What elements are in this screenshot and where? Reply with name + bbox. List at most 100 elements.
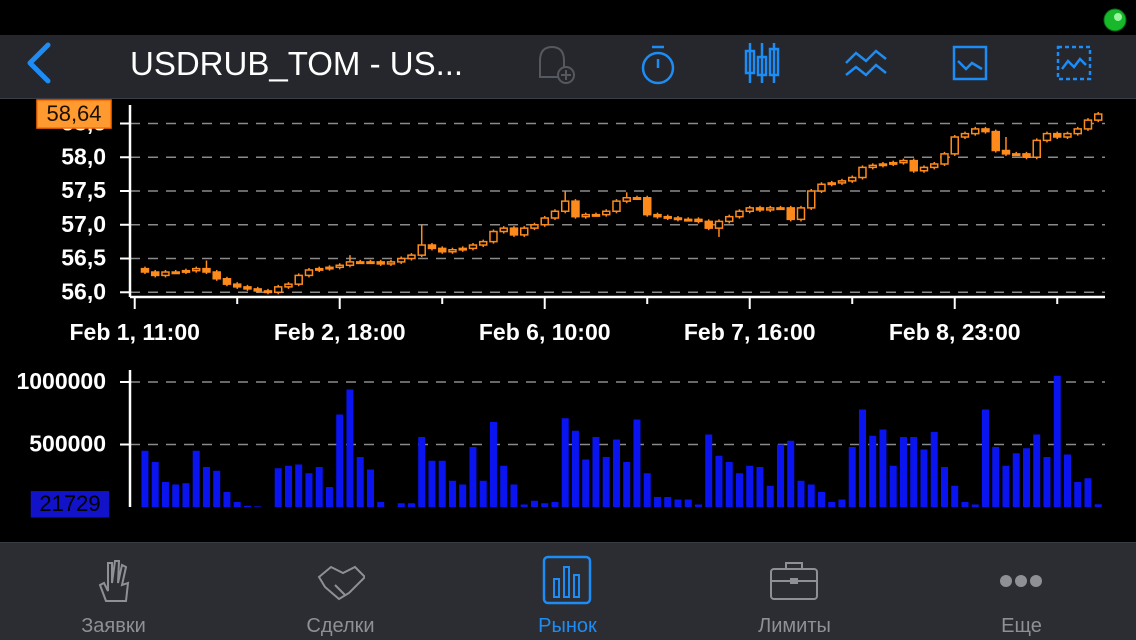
candle-body [622,197,631,202]
volume-bar [428,460,436,507]
volume-bar [192,450,200,507]
candle-body [335,264,344,269]
alert-icon[interactable] [539,45,575,84]
volume-bar [858,409,866,507]
candle-body [755,207,765,211]
candle-body [694,218,703,223]
volume-bar [469,447,477,507]
volume-bar [295,464,303,507]
volume-bar [172,484,180,507]
candle-body [786,207,795,221]
candle-body [355,261,365,265]
volume-bar [910,437,918,507]
candle-body [396,257,406,263]
candle-body [776,207,785,211]
candle-body [735,210,744,218]
volume-bar [735,473,743,507]
y-tick-label: 500000 [29,431,106,457]
tab[interactable]: Заявки [0,543,227,640]
volume-bar [940,467,948,507]
tab-icon [98,560,130,602]
current-volume-badge [29,489,111,520]
volume-bar [479,480,487,507]
volume-bar [848,447,856,507]
candle-body [929,163,939,169]
volume-bar [1063,454,1071,507]
volume-bar [418,437,426,507]
candle-body [868,164,877,169]
candle-body [724,215,734,223]
volume-bar [992,447,1000,507]
candle-body [499,227,508,233]
volume-bar [1033,434,1041,507]
volume-bar [725,462,733,507]
area-icon[interactable] [952,45,988,81]
candle-body [314,267,324,271]
y-tick-label: 57,0 [61,211,106,237]
volume-bar [366,469,374,507]
volume-bar [1074,482,1082,507]
volume-bar [705,434,713,507]
candle-body [899,159,908,164]
x-tick-label: Feb 2, 18:00 [274,319,406,345]
tab[interactable]: Еще [908,543,1135,640]
line-icon[interactable] [1056,45,1092,81]
candle-body [591,213,601,217]
candle-body [1022,153,1031,159]
volume-bar [551,502,559,507]
candle-body [909,159,918,172]
volume-bar [274,468,282,507]
tab[interactable]: Сделки [227,543,454,640]
candle-body [284,283,293,288]
instrument-title: USDRUB_TOM - US... [130,45,464,82]
volume-bar [141,450,149,507]
connection-dot [1103,8,1127,32]
candle-body [612,200,621,213]
volume-bar [838,499,846,507]
tab[interactable]: Лимиты [681,543,908,640]
candle-body [458,247,467,251]
x-tick-label: Feb 6, 10:00 [479,319,611,345]
volume-bar [1094,504,1102,507]
candle-body [1042,132,1052,142]
candle-body [171,271,180,275]
volume-bar [879,429,887,507]
candle-body [161,271,170,277]
status-icons [1103,8,1127,32]
candle-body [150,271,160,277]
volume-bar [920,449,928,507]
volume-bar [571,430,579,507]
nav-icons [27,42,1092,85]
timer-icon[interactable] [641,45,675,85]
volume-bar [356,457,364,507]
tab-bar: Заявки Сделки Рынок Лимиты Еще [0,542,1136,640]
candle-body [181,269,191,273]
volume-bar [448,480,456,507]
volume-bar [684,499,692,507]
candle-body [950,136,959,155]
volume-bar [828,502,836,507]
candles-icon[interactable] [744,43,780,83]
candle-body [407,254,416,260]
volume-bar [561,418,569,507]
candle-body [509,227,519,236]
volume-bar [1043,457,1051,507]
current-volume-label: 21729 [39,491,100,516]
indicator-icon[interactable] [845,49,887,77]
candle-body [519,227,529,236]
tab[interactable]: Рынок [454,543,681,640]
volume-bar [1053,375,1061,507]
tab-label: Еще [1001,615,1042,637]
candle-body [417,244,426,256]
volume-bar [202,467,210,507]
volume-bar [233,502,241,507]
candle-body [263,290,273,294]
back-button[interactable] [27,42,51,84]
candle-body [1011,153,1021,157]
volume-bar [161,482,169,507]
candle-body [1052,132,1062,138]
volume-bar [397,503,405,507]
volume-bar [602,457,610,507]
y-tick-label: 58,0 [61,143,106,169]
volume-bar [213,470,221,507]
